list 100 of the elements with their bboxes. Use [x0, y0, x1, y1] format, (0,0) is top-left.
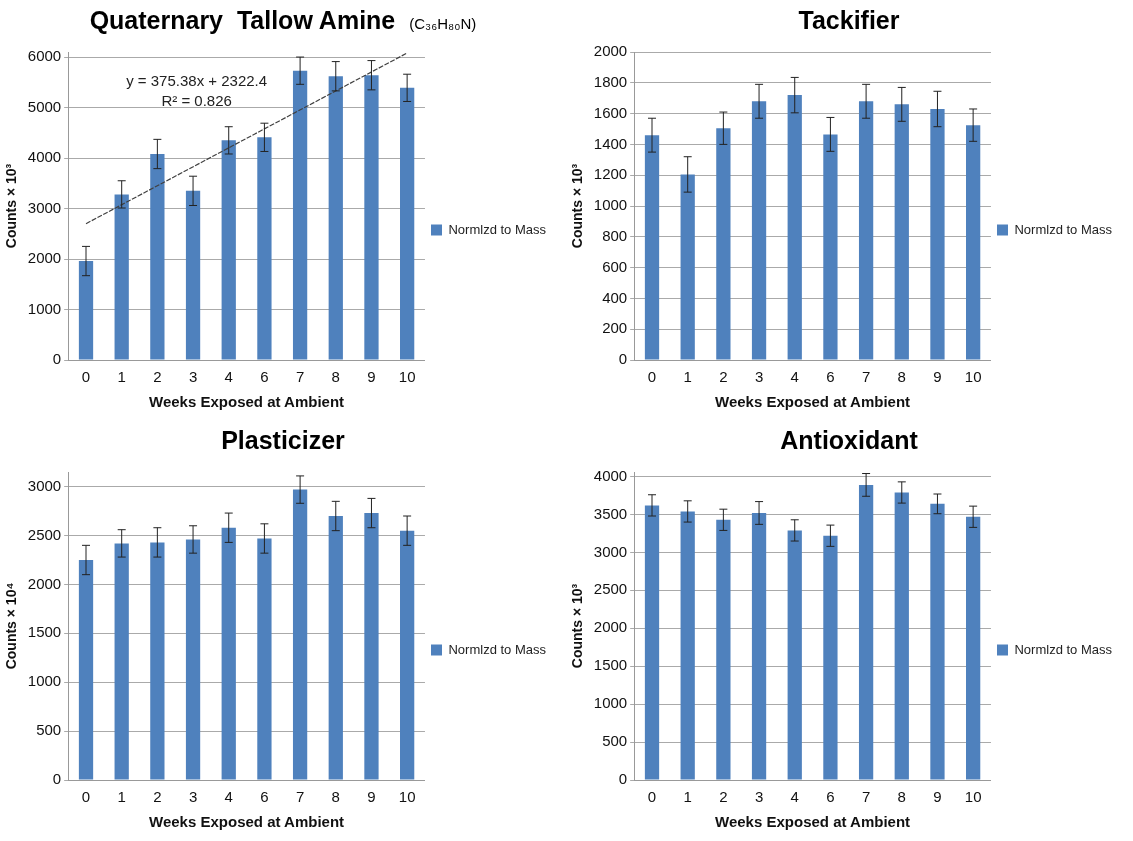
x-tick-label: 8: [331, 368, 340, 386]
y-tick-label: 1000: [27, 672, 62, 690]
bar: [787, 95, 802, 360]
bar: [894, 492, 909, 780]
x-tick-label: 9: [367, 368, 376, 386]
x-axis-title: Weeks Exposed at Ambient: [715, 813, 911, 831]
bar: [257, 538, 272, 780]
y-tick-label: 0: [52, 770, 62, 788]
y-tick-label: 1600: [593, 103, 628, 121]
x-tick-label: 0: [647, 368, 657, 386]
annotation: y = 375.38x + 2322.4: [126, 72, 268, 90]
x-tick-label: 8: [897, 368, 906, 386]
y-axis-title: Counts × 10³: [569, 163, 586, 249]
x-tick-label: 0: [81, 368, 91, 386]
y-tick-label: 500: [36, 721, 62, 739]
x-tick-label: 4: [224, 788, 233, 806]
x-tick-label: 10: [964, 368, 982, 386]
y-tick-label: 2000: [593, 42, 628, 60]
y-axis-title: Counts × 10³: [3, 163, 20, 249]
x-tick-label: 7: [295, 788, 305, 806]
bar: [114, 543, 129, 780]
bar: [680, 174, 695, 360]
bar: [966, 125, 981, 360]
bar: [78, 261, 94, 360]
chart-title: Quaternary Tallow Amine: [89, 6, 396, 34]
bar: [150, 542, 165, 780]
bar: [930, 108, 945, 360]
x-tick-label: 1: [117, 788, 126, 806]
y-tick-label: 2000: [27, 574, 62, 592]
x-tick-label: 10: [398, 788, 416, 806]
x-tick-label: 4: [790, 788, 799, 806]
bar: [644, 135, 660, 360]
bar: [751, 512, 767, 780]
x-tick-label: 2: [719, 368, 728, 386]
x-tick-label: 3: [188, 368, 198, 386]
x-tick-label: 9: [933, 788, 942, 806]
y-tick-label: 2000: [27, 249, 62, 267]
y-tick-label: 200: [602, 319, 628, 337]
x-tick-label: 3: [754, 788, 764, 806]
y-tick-label: 800: [602, 226, 628, 244]
x-axis-title: Weeks Exposed at Ambient: [149, 813, 345, 831]
bar: [858, 484, 874, 780]
x-tick-label: 1: [117, 368, 126, 386]
y-tick-label: 1800: [593, 72, 628, 90]
legend-label: Normlzd to Mass: [448, 221, 547, 237]
bar: [292, 70, 308, 360]
y-tick-label: 3500: [593, 504, 628, 522]
x-tick-label: 4: [224, 368, 233, 386]
y-tick-label: 4000: [593, 466, 628, 484]
y-tick-label: 6000: [27, 47, 62, 65]
bar: [644, 505, 660, 780]
x-tick-label: 2: [153, 788, 162, 806]
x-tick-label: 7: [861, 788, 871, 806]
legend-label: Normlzd to Mass: [1014, 641, 1113, 657]
y-tick-label: 0: [52, 350, 62, 368]
bar: [78, 560, 94, 780]
bar: [185, 539, 201, 780]
y-tick-label: 3000: [593, 542, 628, 560]
x-tick-label: 4: [790, 368, 799, 386]
x-tick-label: 7: [861, 368, 871, 386]
bar: [221, 527, 236, 780]
x-tick-label: 6: [826, 368, 835, 386]
bar: [257, 137, 272, 360]
y-tick-label: 400: [602, 288, 628, 306]
x-tick-label: 0: [81, 788, 91, 806]
bar: [894, 104, 909, 360]
bar: [858, 101, 874, 360]
y-tick-label: 1000: [27, 299, 62, 317]
bar: [364, 75, 379, 360]
y-tick-label: 2000: [593, 618, 628, 636]
bar: [716, 519, 731, 780]
annotation: R² = 0.826: [161, 92, 232, 110]
x-tick-label: 6: [260, 368, 269, 386]
bar: [400, 87, 415, 360]
chart-title: Plasticizer: [221, 426, 345, 454]
y-tick-label: 500: [602, 732, 628, 750]
y-axis-title: Counts × 10⁴: [3, 582, 20, 670]
y-tick-label: 600: [602, 257, 628, 275]
x-axis-title: Weeks Exposed at Ambient: [715, 393, 911, 411]
bar: [328, 76, 343, 360]
x-tick-label: 1: [683, 788, 692, 806]
y-tick-label: 4000: [27, 148, 62, 166]
chart-subtitle: (C₃₆H₈₀N): [409, 15, 477, 32]
x-tick-label: 3: [188, 788, 198, 806]
bar: [823, 134, 838, 360]
x-tick-label: 9: [933, 368, 942, 386]
bar: [364, 513, 379, 780]
bar: [114, 194, 129, 360]
y-tick-label: 0: [618, 770, 628, 788]
bar: [221, 140, 236, 360]
y-tick-label: 1000: [593, 694, 628, 712]
y-tick-label: 1200: [593, 165, 628, 183]
x-tick-label: 7: [295, 368, 305, 386]
x-axis-title: Weeks Exposed at Ambient: [149, 393, 345, 411]
y-tick-label: 1400: [593, 134, 628, 152]
x-tick-label: 8: [897, 788, 906, 806]
bar: [680, 511, 695, 780]
bar: [292, 489, 308, 780]
legend-label: Normlzd to Mass: [448, 641, 547, 657]
bar: [400, 530, 415, 780]
